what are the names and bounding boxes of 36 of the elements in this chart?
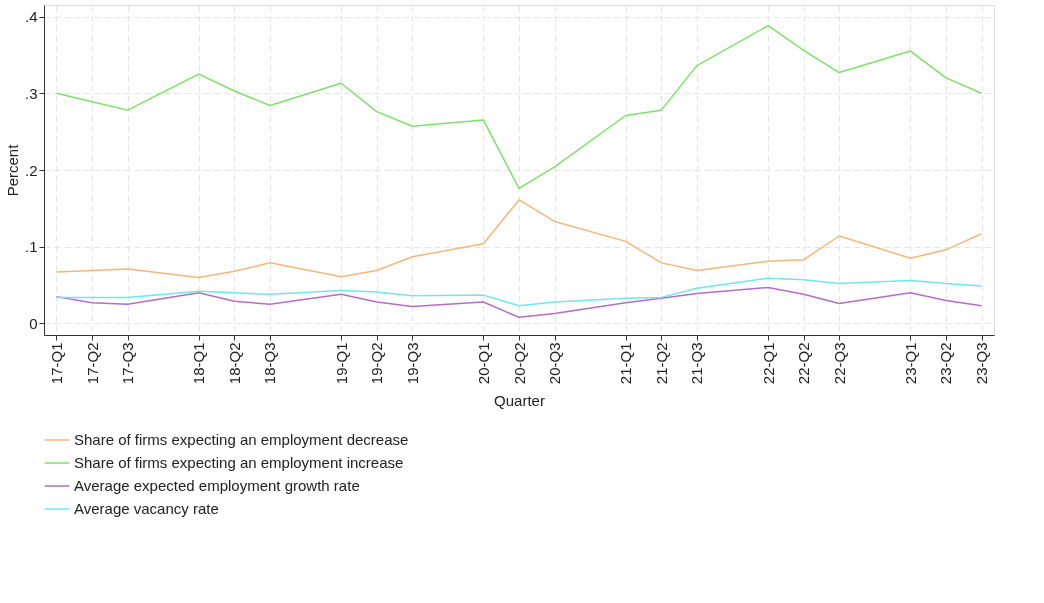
- line-series: [55, 24, 983, 190]
- x-axis-title: Quarter: [494, 392, 545, 410]
- x-tick-label: 22-Q3: [830, 342, 848, 385]
- x-tick-label: 18-Q2: [225, 342, 243, 385]
- y-tick-label: .1: [24, 238, 38, 256]
- line-series: [55, 286, 983, 319]
- y-tick-label: .3: [24, 84, 38, 102]
- x-tick-label: 23-Q3: [973, 342, 991, 385]
- legend-label: Average expected employment growth rate: [74, 477, 360, 494]
- x-tick-label: 21-Q2: [652, 342, 670, 385]
- x-tick-label: 23-Q2: [937, 342, 955, 385]
- y-tick-label: .2: [24, 161, 38, 179]
- x-tick-label: 20-Q1: [474, 342, 492, 385]
- x-tick-label: 18-Q1: [190, 342, 208, 385]
- y-tick-label: .4: [24, 8, 38, 26]
- y-axis-title: Percent: [3, 143, 21, 197]
- x-tick-label: 20-Q3: [546, 342, 564, 385]
- x-tick-label: 17-Q2: [83, 342, 101, 385]
- legend-label: Share of firms expecting an employment increase: [74, 454, 404, 471]
- x-tick-label: 19-Q2: [368, 342, 386, 385]
- legend-label: Share of firms expecting an employment decrease: [74, 431, 409, 448]
- y-tick-label: 0: [29, 314, 38, 332]
- x-tick-label: 22-Q2: [795, 342, 813, 385]
- x-tick-label: 23-Q1: [901, 342, 919, 385]
- x-tick-label: 21-Q1: [617, 342, 635, 385]
- x-tick-label: 19-Q1: [332, 342, 350, 385]
- line-series: [55, 199, 983, 279]
- line-series: [55, 277, 983, 307]
- legend-label: Average vacancy rate: [74, 500, 219, 517]
- x-tick-label: 20-Q2: [510, 342, 528, 385]
- x-tick-label: 17-Q3: [119, 342, 137, 385]
- x-tick-label: 22-Q1: [759, 342, 777, 385]
- x-tick-label: 19-Q3: [403, 342, 421, 385]
- x-tick-label: 21-Q3: [688, 342, 706, 385]
- x-tick-label: 17-Q1: [47, 342, 65, 385]
- x-tick-label: 18-Q3: [261, 342, 279, 385]
